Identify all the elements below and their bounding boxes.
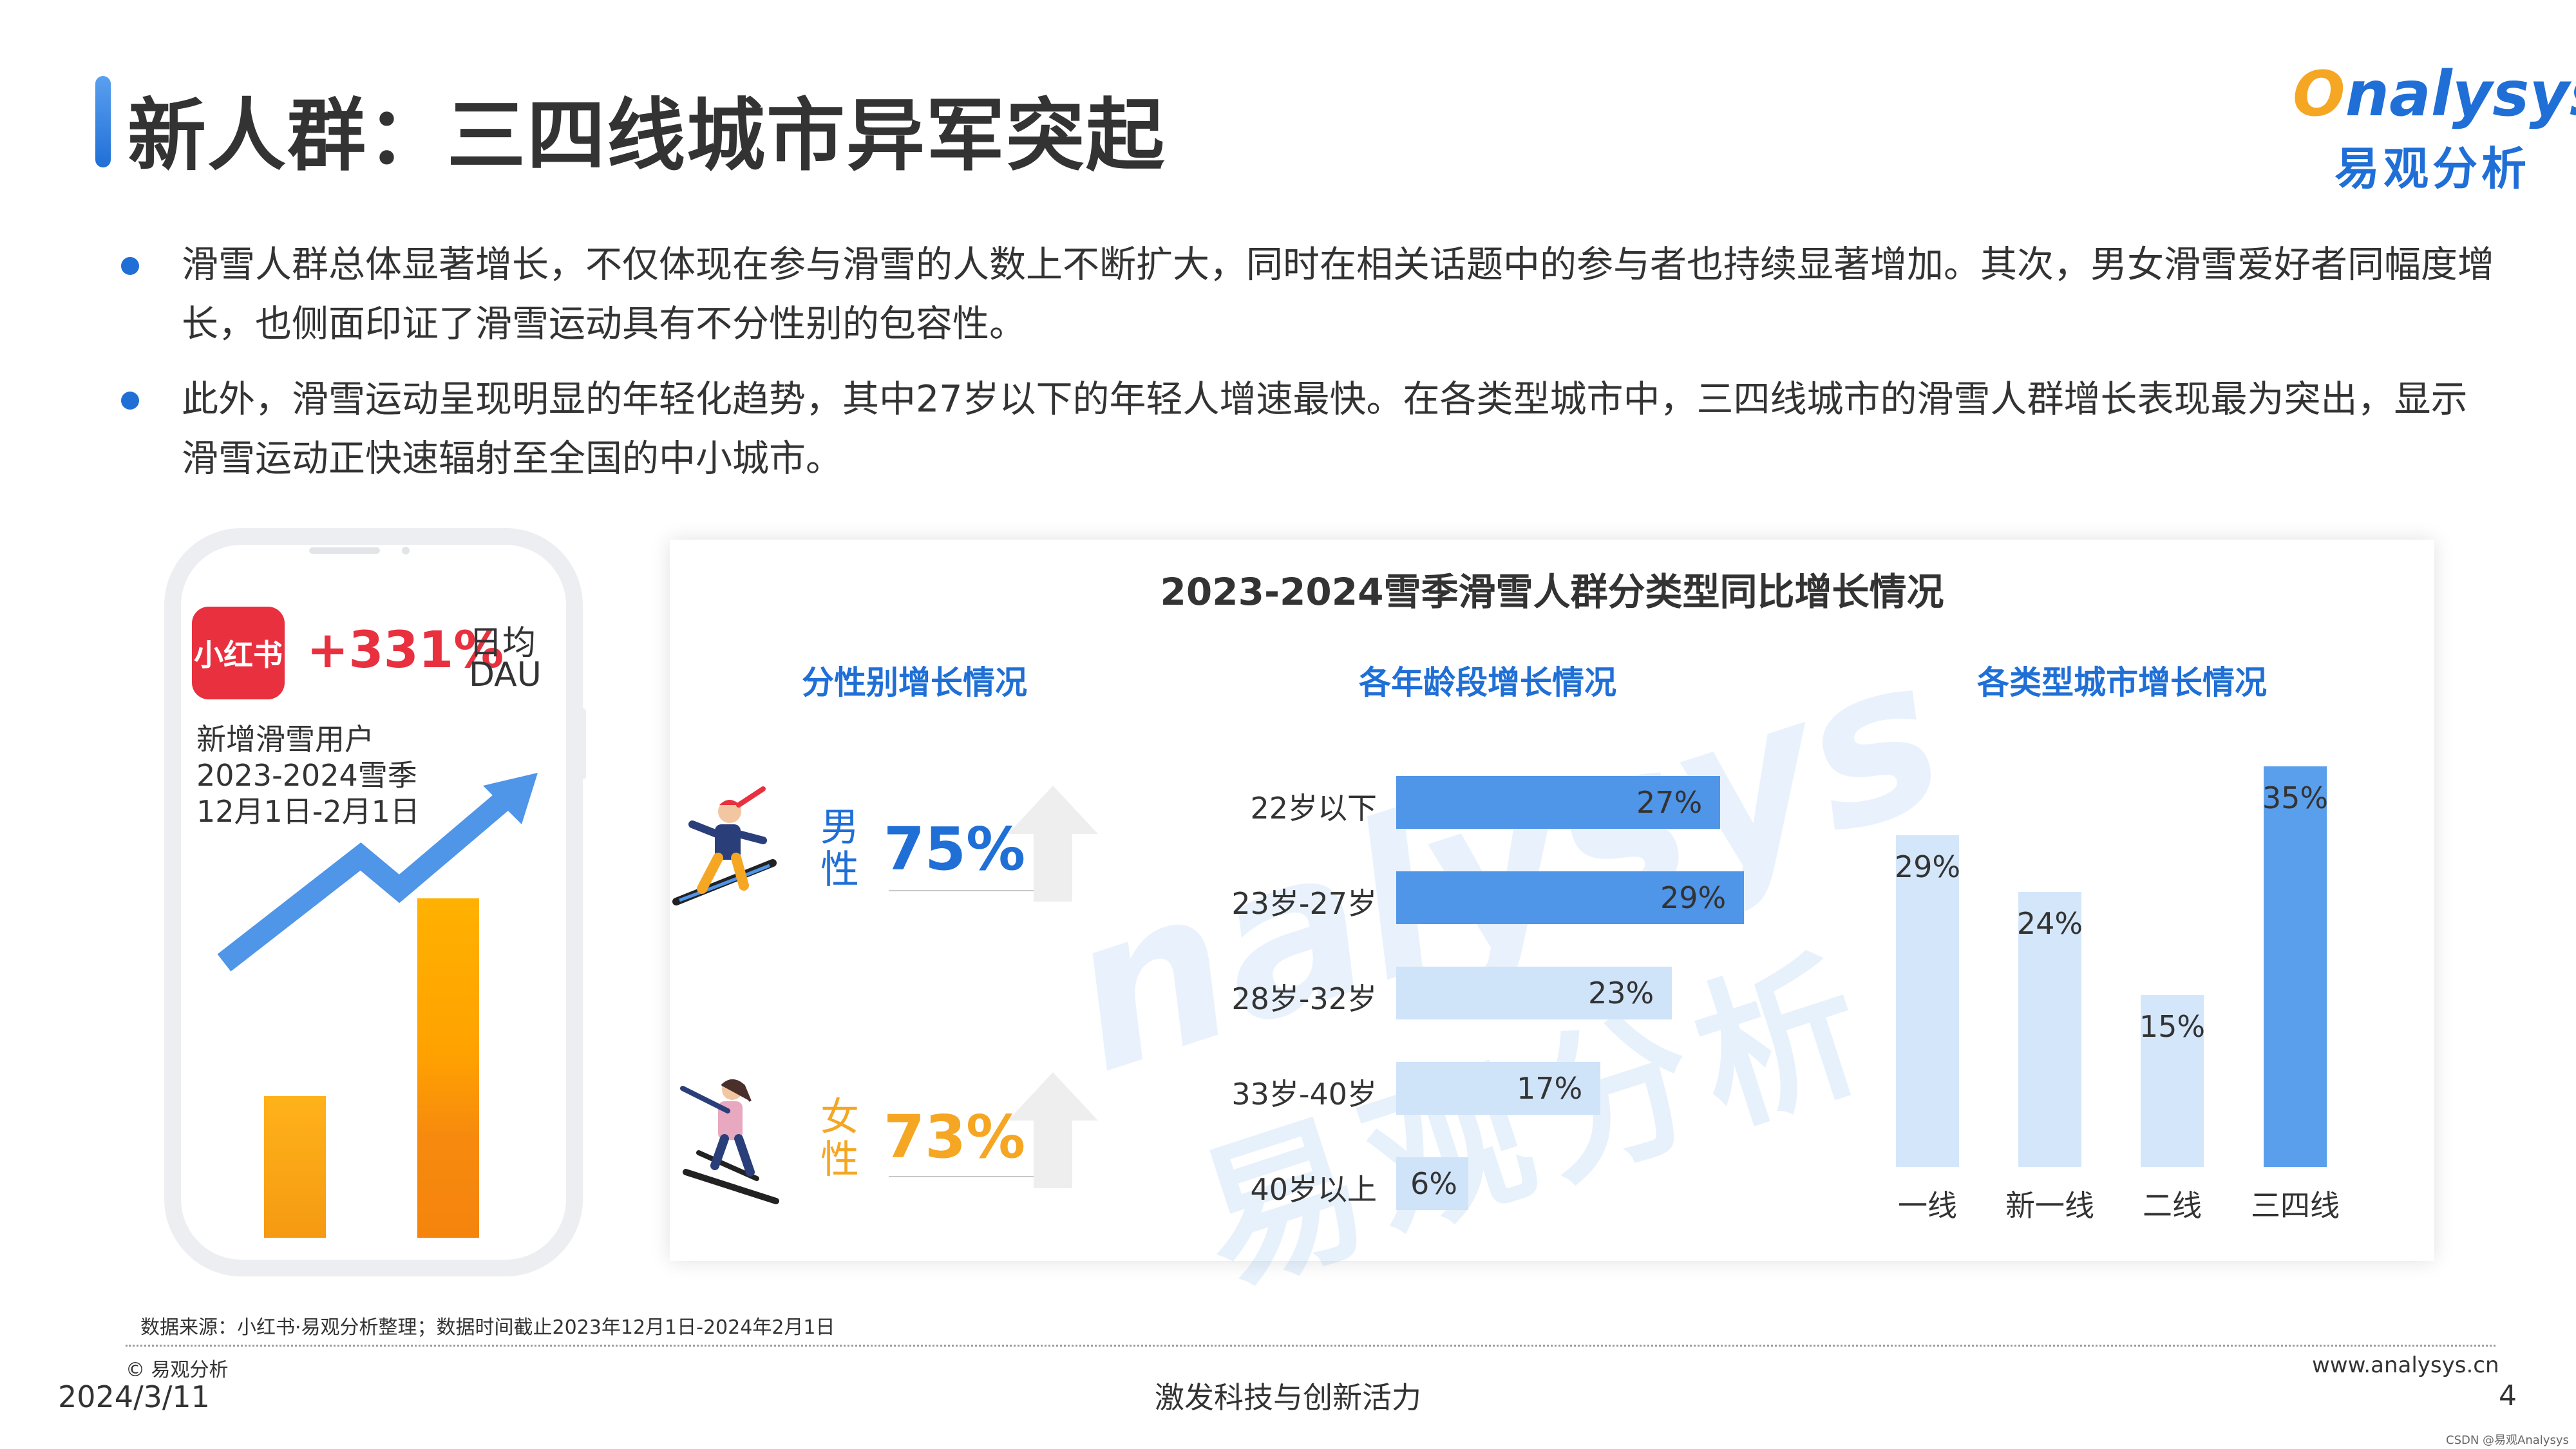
phone-note-line: 2023-2024雪季 [196, 758, 417, 793]
trend-arrow-icon [217, 773, 538, 972]
gender-female-value: 73% [884, 1103, 1026, 1171]
footer-slogan: 激发科技与创新活力 [1155, 1380, 1421, 1415]
report-date: 2024/3/11 [58, 1379, 210, 1414]
bullet-text: 此外，滑雪运动呈现明显的年轻化趋势，其中27岁以下的年轻人增速最快。在各类型城市… [182, 378, 2468, 480]
age-category-label: 28岁-32岁 [1231, 981, 1377, 1016]
dau-growth-value: +331% [307, 621, 504, 679]
gender-male-label: 男 性 [820, 806, 859, 891]
gender-subtitle: 分性别增长情况 [802, 664, 1027, 701]
phone-notch-icon [309, 547, 410, 554]
age-category-label: 23岁-27岁 [1231, 886, 1377, 921]
city-category-label: 一线 [1898, 1188, 1957, 1223]
phone-frame [164, 528, 583, 1276]
age-value-label: 6% [1410, 1166, 1457, 1201]
dau-label-line1: 日均 [469, 624, 536, 663]
gender-male-label-line: 男 [820, 805, 859, 850]
phone-note-line: 新增滑雪用户 [196, 722, 374, 757]
phone-note-line: 12月1日-2月1日 [196, 794, 420, 829]
csdn-watermark: CSDN @易观Analysys [2446, 1434, 2569, 1447]
gender-male-label-line: 性 [820, 848, 859, 893]
brand-logo-cn: 易观分析 [2334, 142, 2530, 195]
city-value-label: 24% [2016, 906, 2083, 941]
age-category-label: 22岁以下 [1250, 791, 1377, 826]
age-value-label: 29% [1660, 880, 1727, 915]
city-bar [2264, 766, 2327, 1167]
age-category-label: 33岁-40岁 [1231, 1077, 1377, 1112]
age-value-label: 17% [1517, 1071, 1583, 1106]
gender-male-underline [889, 890, 1063, 891]
phone-bar-after [417, 898, 479, 1238]
dau-label-line2: DAU [469, 656, 542, 694]
gender-female-label: 女 性 [820, 1096, 859, 1181]
title-accent-bar [95, 76, 111, 167]
brand-logo-mark: O [2293, 58, 2345, 130]
age-value-label: 23% [1588, 976, 1654, 1010]
city-category-label: 新一线 [2005, 1188, 2094, 1223]
age-category-label: 40岁以上 [1250, 1172, 1377, 1207]
gender-female-label-line: 性 [820, 1137, 859, 1182]
age-bar [1396, 776, 1720, 829]
copyright: © 易观分析 [126, 1359, 229, 1381]
page-title: 新人群：三四线城市异军突起 [128, 90, 1166, 182]
gender-female-label-line: 女 [820, 1095, 859, 1140]
bullet-text: 滑雪人群总体显著增长，不仅体现在参与滑雪的人数上不断扩大，同时在相关话题中的参与… [182, 243, 2494, 345]
brand-logo: Onalysys [2293, 58, 2576, 130]
phone-note: 新增滑雪用户 2023-2024雪季 12月1日-2月1日 [196, 721, 420, 829]
city-bar [2018, 892, 2081, 1167]
city-category-label: 三四线 [2251, 1188, 2340, 1223]
data-source: 数据来源：小红书·易观分析整理；数据时间截止2023年12月1日-2024年2月… [140, 1316, 835, 1339]
age-bar [1396, 967, 1672, 1019]
growth-up-arrow-icon [1008, 1072, 1098, 1188]
age-bar [1396, 1062, 1600, 1115]
brand-logo-text: nalysys [2345, 58, 2576, 130]
phone-side-button [577, 708, 586, 779]
xiaohongshu-logo: 小红书 [192, 607, 285, 699]
city-bar [2141, 995, 2204, 1167]
footer-divider [126, 1345, 2496, 1347]
city-value-label: 29% [1894, 849, 1961, 884]
city-category-label: 二线 [2143, 1188, 2202, 1223]
phone-bar-before [264, 1096, 326, 1238]
bullet-dot-icon [121, 392, 139, 410]
age-subtitle: 各年龄段增长情况 [1359, 664, 1616, 701]
city-value-label: 15% [2139, 1009, 2206, 1044]
bullet-2: 此外，滑雪运动呈现明显的年轻化趋势，其中27岁以下的年轻人增速最快。在各类型城市… [121, 370, 2501, 488]
bullet-dot-icon [121, 257, 139, 275]
age-bar [1396, 1157, 1468, 1210]
page-number: 4 [2499, 1379, 2517, 1412]
growth-up-arrow-icon [1008, 786, 1098, 902]
skier-female-icon [680, 1079, 779, 1204]
website-link[interactable]: www.analysys.cn [2312, 1352, 2499, 1378]
snowboarder-male-icon [672, 786, 777, 905]
chart-title: 2023-2024雪季滑雪人群分类型同比增长情况 [1160, 570, 1944, 614]
city-value-label: 35% [2262, 781, 2329, 815]
city-bar [1896, 835, 1959, 1167]
city-subtitle: 各类型城市增长情况 [1977, 664, 2267, 701]
gender-male-value: 75% [884, 815, 1026, 884]
age-value-label: 27% [1636, 785, 1703, 820]
gender-female-underline [889, 1176, 1063, 1177]
bullet-1: 滑雪人群总体显著增长，不仅体现在参与滑雪的人数上不断扩大，同时在相关话题中的参与… [121, 235, 2501, 354]
age-bar [1396, 871, 1744, 924]
